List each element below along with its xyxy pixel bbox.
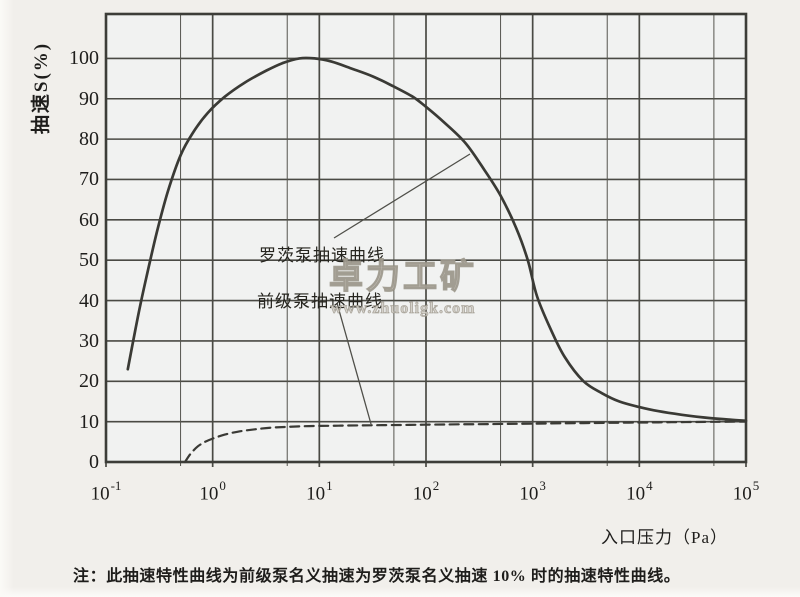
y-tick-label: 90 (79, 87, 99, 110)
y-tick-label: 60 (79, 208, 99, 231)
x-tick-label: 103 (519, 478, 546, 505)
x-axis-title: 入口压力（Pa） (601, 528, 728, 547)
roots-leader-line (333, 153, 471, 239)
backing-curve-label: 前级泵抽速曲线 (257, 292, 383, 311)
y-tick-label: 20 (79, 370, 99, 393)
y-tick-label: 50 (79, 249, 99, 272)
roots-curve-label: 罗茨泵抽速曲线 (259, 246, 385, 265)
y-tick-label: 10 (79, 410, 99, 433)
x-tick-label: 102 (412, 478, 440, 505)
x-tick-label: 100 (199, 478, 226, 505)
plot-border (104, 12, 748, 464)
roots-curve (126, 56, 748, 423)
gridlines (105, 14, 747, 467)
y-tick-label: 100 (69, 47, 99, 70)
y-tick-label: 0 (89, 451, 99, 473)
backing-leader-line (336, 302, 372, 425)
x-tick-label: 101 (306, 478, 333, 505)
figure-note: 注：此抽速特性曲线为前级泵名义抽速为罗茨泵名义抽速 10% 时的抽速特性曲线。 (73, 568, 681, 585)
y-tick-label: 70 (79, 168, 99, 191)
y-tick-label: 40 (79, 289, 99, 312)
x-tick-label: 104 (626, 478, 653, 505)
x-tick-label: 10-1 (90, 478, 122, 505)
x-tick-label: 105 (732, 478, 760, 505)
backing-curve (183, 420, 748, 464)
y-axis-title: 抽速S(%) (31, 41, 52, 135)
y-tick-label: 30 (79, 329, 99, 352)
y-tick-label: 80 (79, 128, 99, 151)
